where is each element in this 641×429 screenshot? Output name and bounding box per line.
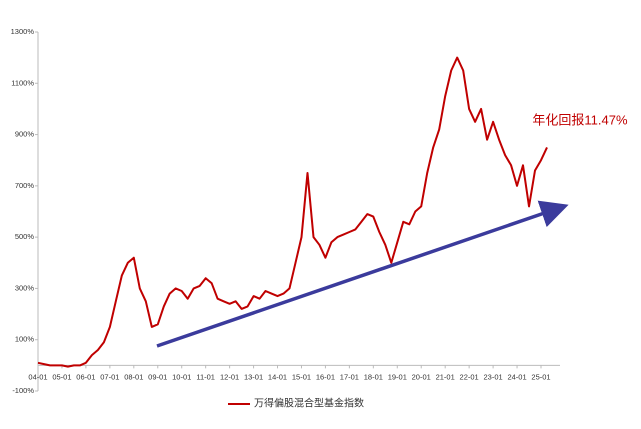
x-tick-label: 14-01 (268, 372, 287, 381)
y-tick-label: 1300% (11, 27, 35, 36)
x-tick-label: 19-01 (388, 372, 407, 381)
y-tick-label: 700% (15, 181, 35, 190)
x-tick-label: 24-01 (507, 372, 526, 381)
series-line (37, 56, 548, 368)
x-tick-label: 22-01 (460, 372, 479, 381)
x-tick-label: 18-01 (364, 372, 383, 381)
x-tick-label: 23-01 (484, 372, 503, 381)
x-tick-label: 10-01 (172, 372, 191, 381)
x-tick-label: 17-01 (340, 372, 359, 381)
x-tick-label: 12-01 (220, 372, 239, 381)
x-tick-label: 11-01 (196, 372, 215, 381)
x-tick-label: 16-01 (316, 372, 335, 381)
x-tick-label: 13-01 (244, 372, 263, 381)
y-tick-label: 300% (15, 283, 35, 292)
x-tick-label: 09-01 (148, 372, 167, 381)
x-tick-label: 25-01 (531, 372, 550, 381)
y-tick-label: -100% (12, 386, 34, 395)
trend-arrow (156, 200, 569, 348)
x-tick-label: 20-01 (412, 372, 431, 381)
y-tick-label: 100% (15, 335, 35, 344)
y-tick-label: 500% (15, 232, 35, 241)
x-tick-label: 15-01 (292, 372, 311, 381)
annotation: 年化回报11.47% (532, 112, 628, 127)
y-tick-label: 900% (15, 130, 35, 139)
y-tick-label: 1100% (11, 78, 34, 87)
x-tick-label: 08-01 (124, 372, 143, 381)
x-tick-label: 21-01 (436, 372, 455, 381)
legend-label: 万得偏股混合型基金指数 (254, 397, 364, 410)
x-tick-label: 07-01 (100, 372, 119, 381)
x-tick-label: 05-01 (52, 372, 71, 381)
x-tick-label: 04-01 (28, 372, 47, 381)
x-tick-label: 06-01 (76, 372, 95, 381)
